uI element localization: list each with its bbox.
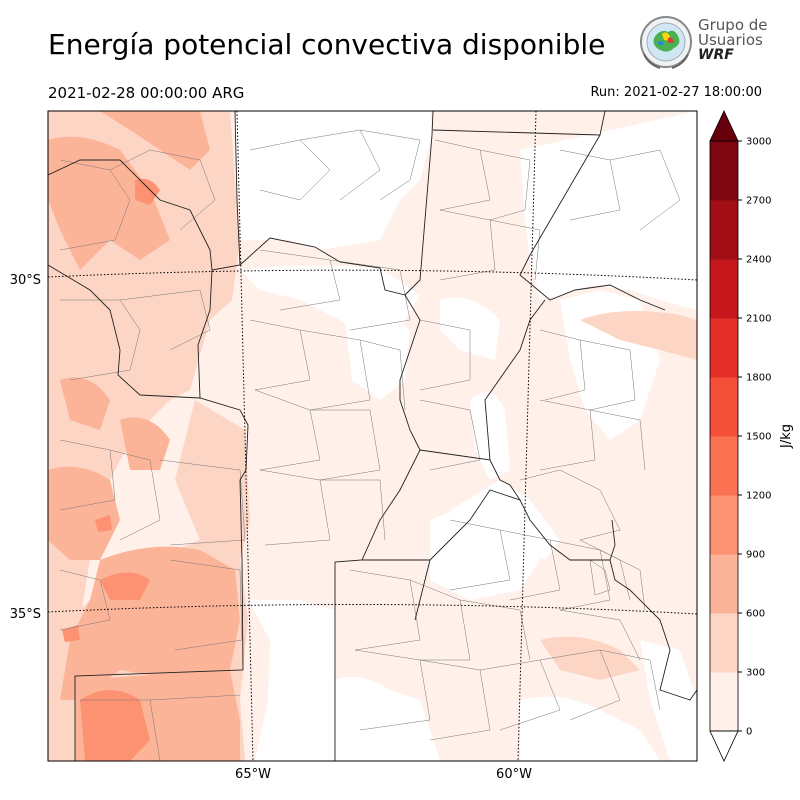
parallel-35s [48,603,697,615]
colorbar-tick-label: 600 [746,609,765,620]
colorbar-segment [710,436,738,496]
parallel-30s [48,269,697,281]
colorbar-segment [710,554,738,614]
colorbar-tick-label: 1200 [746,491,771,502]
logo-line-2: Usuarios [698,31,763,49]
map-title: Energía potencial convectiva disponible [48,28,606,61]
department-boundaries [59,129,681,761]
logo-line-1: Grupo de [698,16,768,34]
globe-logo-icon [640,16,692,69]
lon-label-65w: 65°W [235,767,271,782]
logo-line-3: WRF [698,47,734,63]
colorbar-unit-label: J/kg [779,424,794,449]
colorbar-tick-label: 2400 [746,255,771,266]
valid-time-label: 2021-02-28 00:00:00 ARG [48,84,245,102]
colorbar-tick-label: 900 [746,550,765,561]
colorbar-tick-label: 2700 [746,196,771,207]
river-coast [489,459,616,561]
colorbar-over-arrow [709,110,739,142]
colorbar-segment [710,200,738,260]
graticule [48,111,697,761]
colorbar: 0 300 600 900 1200 1500 1800 2100 2400 2700 3000 [709,110,771,762]
cape-level-4-regions [62,178,160,761]
colorbar-segment [710,672,738,732]
colorbar-segment [710,318,738,378]
colorbar-tick-label: 0 [746,727,752,738]
lon-label-60w: 60°W [496,767,532,782]
colorbar-tick-label: 3000 [746,137,771,148]
colorbar-tick-label: 1800 [746,373,771,384]
lat-label-30s: 30°S [10,273,41,288]
colorbar-segment [710,259,738,319]
logo-text: Grupo de Usuarios WRF [698,18,768,63]
colorbar-tick-label: 300 [746,668,765,679]
colorbar-segment [710,613,738,673]
province-boundaries [48,111,697,761]
colorbar-segment [710,495,738,555]
run-time-label: Run: 2021-02-27 18:00:00 [590,85,762,100]
cape-low-regions [235,111,697,761]
lat-label-35s: 35°S [10,607,41,622]
map-frame [47,110,698,762]
wrf-users-logo: Grupo de Usuarios WRF [638,14,768,72]
colorbar-tick-label: 1500 [746,432,771,443]
colorbar-segment [710,377,738,437]
colorbar-segment [710,141,738,201]
colorbar-under-arrow [709,730,739,762]
colorbar-tick-label: 2100 [746,314,771,325]
map-area [48,111,697,761]
